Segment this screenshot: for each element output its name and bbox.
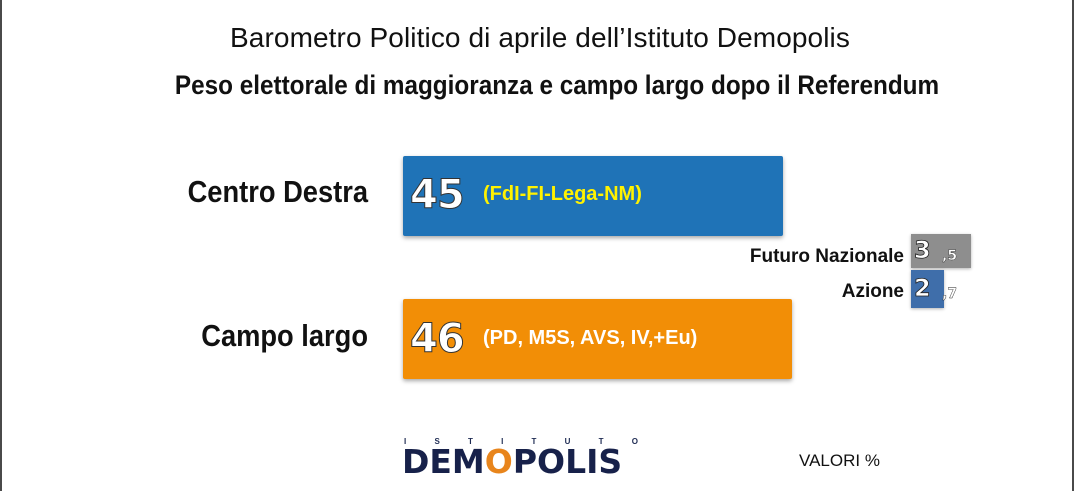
logo-text-accent: O [484, 442, 513, 481]
side-value-futuro-nazionale-dec: ,5 [942, 248, 958, 264]
logo-text-polis: POLIS [512, 442, 623, 481]
logo-letter-1: S [434, 437, 440, 446]
logo-letter-4: T [531, 437, 537, 446]
logo-letter-0: I [404, 437, 407, 446]
bar-value-campo-largo: 46 [410, 316, 466, 363]
demopolis-logo: DEMOPOLIS [402, 442, 622, 481]
chart-subtitle: Barometro Politico di aprile dell’Istitu… [230, 22, 850, 53]
logo-letter-2: T [467, 437, 473, 446]
frame-right-border [1072, 0, 1074, 491]
side-value-futuro-nazionale: 3 ,5 [911, 234, 971, 268]
logo-letter-6: T [598, 437, 604, 446]
side-value-azione: 2 ,7 [911, 270, 957, 308]
side-value-azione-int: 2 [914, 274, 931, 303]
values-unit-note: VALORI % [799, 451, 880, 470]
bar-centro-destra [403, 156, 783, 236]
chart-title: Peso elettorale di maggioranza e campo l… [174, 70, 940, 100]
logo-letter-7: O [631, 437, 638, 446]
category-label-centro-destra: Centro Destra [187, 174, 368, 209]
bar-detail-centro-destra: (FdI-FI-Lega-NM) [483, 183, 642, 205]
bar-value-centro-destra: 45 [410, 172, 466, 219]
category-label-campo-largo: Campo largo [201, 318, 368, 353]
side-label-azione: Azione [841, 281, 904, 302]
side-value-azione-dec: ,7 [942, 286, 958, 302]
logo-letter-3: I [501, 437, 504, 446]
side-value-futuro-nazionale-int: 3 [914, 236, 931, 265]
logo-letter-5: U [564, 437, 571, 446]
frame-left-border [0, 0, 2, 491]
side-label-futuro-nazionale: Futuro Nazionale [749, 246, 904, 267]
bar-detail-campo-largo: (PD, M5S, AVS, IV,+Eu) [483, 327, 698, 349]
logo-text-dem: DEM [402, 442, 485, 481]
bar-campo-largo [403, 299, 792, 379]
